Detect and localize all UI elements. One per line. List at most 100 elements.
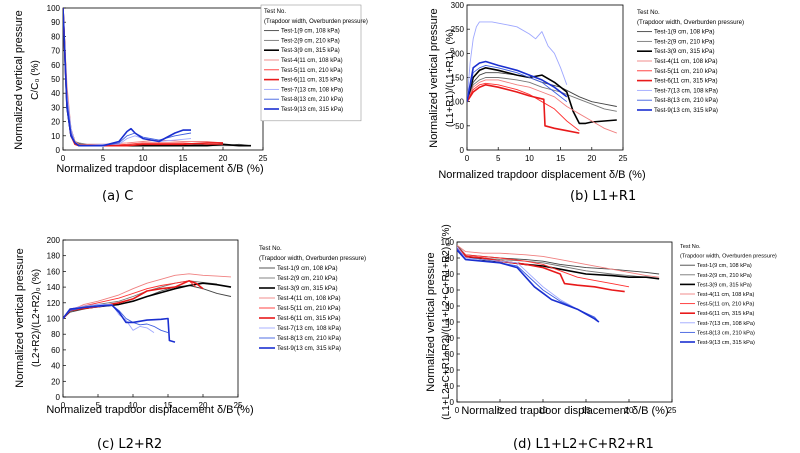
x-tick-label: 5 (496, 154, 501, 163)
y-tick-label: 40 (51, 362, 60, 371)
legend-entry: Test-8(13 cm, 210 kPa) (277, 335, 341, 342)
legend-title: Test No. (637, 9, 660, 16)
legend-entry: Test-9(13 cm, 315 kPa) (277, 345, 341, 352)
x-tick-label: 15 (556, 154, 565, 163)
y-tick-label: 10 (445, 382, 454, 391)
legend: Test No. (Trapdoor width, Overburden pres… (260, 4, 368, 122)
y-tick-label: 140 (47, 283, 61, 292)
legend-entry: Test-2(9 cm, 210 kPa) (697, 273, 752, 279)
y-tick-label: 70 (51, 47, 60, 56)
x-axis-label: Normalized trapdoor displacement δ/B (%) (46, 404, 253, 416)
y-tick-label: 50 (51, 75, 60, 84)
y-tick-label: 80 (51, 32, 60, 41)
y-tick-label: 60 (51, 346, 60, 355)
y-tick-label: 90 (445, 254, 454, 263)
x-tick-label: 20 (625, 406, 634, 415)
series-line-2 (467, 77, 617, 112)
caption-b: (b) L1+R1 (570, 189, 637, 204)
legend-entry: Test-3(9 cm, 315 kPa) (281, 48, 340, 54)
y-tick-label: 160 (47, 267, 61, 276)
legend-entry: Test-8(13 cm, 210 kPa) (281, 97, 343, 103)
caption-c: (c) L2+R2 (97, 437, 163, 452)
legend-title: Test No. (259, 245, 282, 252)
y-axis-label: (L2+R2)/(L2+R2)₀ (%) (31, 269, 42, 367)
series-line-3 (63, 8, 251, 147)
legend-entry: Test-5(11 cm, 210 kPa) (281, 68, 343, 74)
y-tick-label: 30 (445, 350, 454, 359)
caption-a: (a) C (102, 189, 134, 204)
x-tick-label: 15 (179, 154, 188, 163)
y-tick-label: 200 (451, 49, 465, 58)
legend-entry: Test-8(13 cm, 210 kPa) (654, 97, 718, 104)
legend-entry: Test-7(13 cm, 108 kPa) (277, 325, 341, 332)
y-tick-label: 0 (56, 393, 61, 402)
y-axis-label: Normalized vertical pressure (425, 252, 437, 391)
y-tick-label: 120 (47, 299, 61, 308)
series-line-5 (457, 246, 630, 288)
y-tick-label: 20 (51, 377, 60, 386)
legend-entry: Test-3(9 cm, 315 kPa) (697, 282, 752, 288)
series-line-6 (467, 84, 580, 134)
y-tick-label: 200 (47, 236, 61, 245)
legend-entry: Test-9(13 cm, 315 kPa) (654, 107, 718, 114)
legend: Test No. (Trapdoor width, Overburden pres… (680, 244, 777, 346)
y-tick-label: 20 (51, 118, 60, 127)
series-line-7 (467, 21, 568, 102)
legend-entry: Test-7(13 cm, 108 kPa) (654, 87, 718, 94)
legend: Test No. (Trapdoor width, Overburden pres… (637, 9, 744, 114)
x-tick-label: 5 (101, 154, 106, 163)
legend-entry: Test-6(11 cm, 315 kPa) (281, 78, 343, 84)
series-line-9 (467, 60, 568, 102)
y-tick-label: 80 (51, 330, 60, 339)
chart-panel-3: 0 5 10 15 20 25 0 20 40 60 80 100 120 140 160 180 200 Nor… (14, 236, 366, 416)
y-axis-label: (L1+L2+C+R1+R2)/(L1+L2+C+R1+R2)₀ (%) (441, 224, 452, 419)
x-tick-label: 10 (139, 154, 148, 163)
y-tick-label: 10 (51, 132, 60, 141)
series-line-7 (63, 303, 155, 333)
y-tick-label: 40 (51, 89, 60, 98)
legend-entry: Test-6(11 cm, 315 kPa) (277, 315, 341, 322)
y-tick-label: 20 (445, 366, 454, 375)
legend-entry: Test-1(9 cm, 108 kPa) (281, 29, 340, 35)
series-line-1 (63, 8, 252, 147)
chart-panel-4: 0 5 10 15 20 25 0 10 20 30 40 50 60 70 80 90 100 Normaliz… (425, 224, 777, 419)
x-axis-label: Normalized trapdoor displacement δ/B (%) (461, 405, 668, 417)
x-tick-label: 20 (199, 401, 208, 410)
series-line-7 (457, 246, 595, 320)
y-tick-label: 0 (56, 146, 61, 155)
legend-subtitle: (Trapdoor width, Overburden pressure) (264, 19, 368, 25)
x-axis-label: Normalized trapdoor displacement δ/B (%) (438, 169, 645, 181)
y-tick-label: 40 (445, 334, 454, 343)
x-tick-label: 5 (498, 406, 503, 415)
plot-frame (62, 239, 239, 398)
legend-entry: Test-1(9 cm, 108 kPa) (654, 29, 715, 36)
series-group (467, 21, 617, 134)
series-line-6 (63, 279, 204, 320)
legend-subtitle: (Trapdoor width, Overburden pressure) (680, 254, 777, 260)
legend-entry: Test-3(9 cm, 315 kPa) (654, 48, 715, 55)
series-line-9 (63, 8, 191, 147)
series-line-5 (467, 82, 580, 132)
legend-entry: Test-5(11 cm, 210 kPa) (654, 68, 718, 75)
series-line-4 (63, 8, 224, 145)
series-group (457, 244, 660, 323)
series-line-7 (63, 8, 192, 147)
x-tick-label: 10 (129, 401, 138, 410)
x-tick-label: 0 (455, 406, 460, 415)
series-line-9 (63, 304, 176, 343)
legend-entry: Test-7(13 cm, 108 kPa) (281, 87, 343, 93)
legend-entry: Test-4(11 cm, 108 kPa) (654, 58, 718, 65)
legend-entry: Test-9(13 cm, 315 kPa) (697, 340, 755, 346)
y-tick-label: 90 (51, 18, 60, 27)
legend-entry: Test-1(9 cm, 108 kPa) (697, 263, 752, 269)
y-axis-label: C/C₀ (%) (30, 60, 41, 100)
y-tick-label: 150 (451, 74, 465, 83)
y-tick-label: 60 (51, 61, 60, 70)
y-tick-label: 0 (460, 146, 465, 155)
series-line-4 (467, 79, 617, 134)
series-group (63, 273, 232, 343)
series-line-2 (63, 8, 251, 147)
series-line-5 (63, 8, 223, 147)
series-line-9 (457, 249, 600, 323)
